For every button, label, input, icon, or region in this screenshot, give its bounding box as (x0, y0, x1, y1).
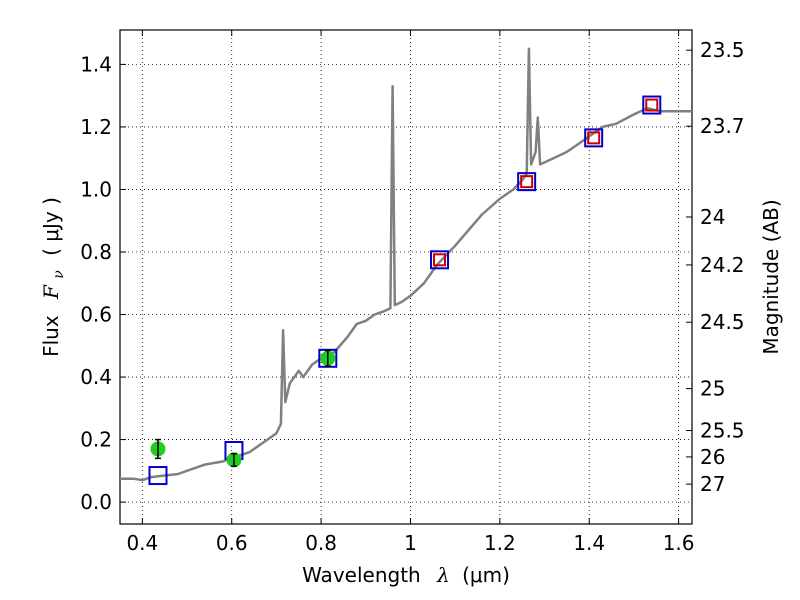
y2-tick-label: 27 (700, 472, 725, 496)
x-tick-label: 0.4 (126, 531, 158, 555)
y2-tick-label: 24.5 (700, 310, 745, 334)
y-tick-label: 0.6 (80, 303, 112, 327)
blue-square-marker (517, 172, 537, 192)
y-tick-label: 1.4 (80, 52, 112, 76)
blue-square-marker (430, 250, 450, 270)
y-tick-label: 0.2 (80, 428, 112, 452)
y2-tick-label: 23.7 (700, 114, 745, 138)
x-axis-label: Wavelength λ (μm) (302, 563, 510, 587)
red-square-marker (645, 98, 659, 112)
y2-tick-label: 24 (700, 205, 725, 229)
y-axis: 0.0 0.2 0.4 0.6 0.8 1.0 1.2 1.4 (80, 52, 126, 514)
y2-tick-label: 25 (700, 377, 725, 401)
grid (120, 30, 692, 524)
y-tick-label: 0.8 (80, 240, 112, 264)
red-square-marker (587, 131, 601, 145)
red-square-marker (433, 253, 447, 267)
plot-frame (119, 29, 693, 525)
x-tick-label: 1.2 (484, 531, 516, 555)
red-square-marker (520, 175, 534, 189)
y-tick-label: 1.2 (80, 115, 112, 139)
blue-square-marker (148, 466, 168, 486)
x-axis: 0.4 0.6 0.8 1 1.2 1.4 1.6 (126, 30, 695, 555)
x-tick-label: 0.6 (216, 531, 248, 555)
blue-square-marker (584, 128, 604, 148)
y-axis-label: Flux F ν ( μJy ) (39, 197, 68, 357)
x-tick-label: 1.4 (573, 531, 605, 555)
x-tick-label: 1 (404, 531, 417, 555)
y2-tick-label: 25.5 (700, 418, 745, 442)
y-tick-label: 0.0 (80, 490, 112, 514)
y2-axis: 23.5 23.7 24 24.2 24.5 25 25.5 26 27 (686, 38, 745, 496)
x-tick-label: 0.8 (305, 531, 337, 555)
spectrum-line (120, 47, 692, 482)
y2-axis-label: Magnitude (AB) (759, 199, 783, 354)
y2-tick-label: 26 (700, 445, 725, 469)
blue-square-marker (642, 95, 662, 115)
x-tick-label: 1.6 (663, 531, 695, 555)
series-layer (120, 47, 692, 486)
y2-tick-label: 24.2 (700, 253, 745, 277)
y-tick-label: 1.0 (80, 177, 112, 201)
y-tick-label: 0.4 (80, 365, 112, 389)
y2-tick-label: 23.5 (700, 38, 745, 62)
